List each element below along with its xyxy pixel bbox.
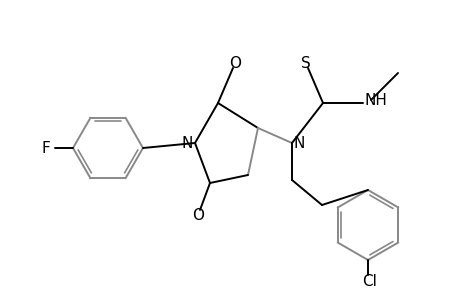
Text: F: F (41, 140, 50, 155)
Text: S: S (301, 56, 310, 70)
Text: N: N (181, 136, 192, 151)
Text: NH: NH (364, 92, 386, 107)
Text: O: O (191, 208, 203, 223)
Text: N: N (293, 136, 304, 151)
Text: O: O (229, 56, 241, 70)
Text: Cl: Cl (362, 274, 377, 290)
